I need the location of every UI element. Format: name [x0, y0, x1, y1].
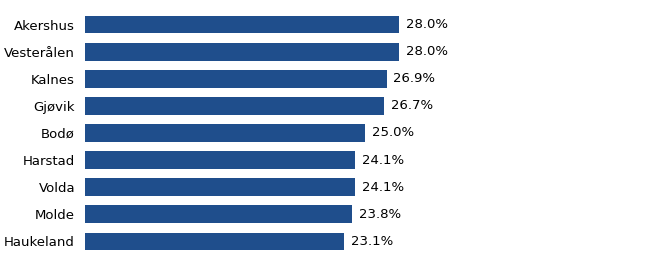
- Text: 28.0%: 28.0%: [406, 18, 448, 31]
- Text: 26.7%: 26.7%: [391, 99, 433, 113]
- Text: 28.0%: 28.0%: [406, 45, 448, 58]
- Text: 26.9%: 26.9%: [393, 72, 435, 85]
- Text: 23.1%: 23.1%: [351, 235, 393, 248]
- Bar: [85, 97, 384, 115]
- Bar: [85, 178, 355, 196]
- Text: 24.1%: 24.1%: [362, 181, 405, 194]
- Bar: [85, 16, 399, 34]
- Text: 25.0%: 25.0%: [372, 127, 415, 139]
- Bar: [85, 70, 386, 88]
- Bar: [85, 205, 352, 223]
- Bar: [85, 43, 399, 61]
- Bar: [85, 232, 344, 250]
- Bar: [85, 151, 355, 169]
- Bar: [85, 124, 366, 142]
- Text: 23.8%: 23.8%: [359, 208, 401, 221]
- Text: 24.1%: 24.1%: [362, 153, 405, 167]
